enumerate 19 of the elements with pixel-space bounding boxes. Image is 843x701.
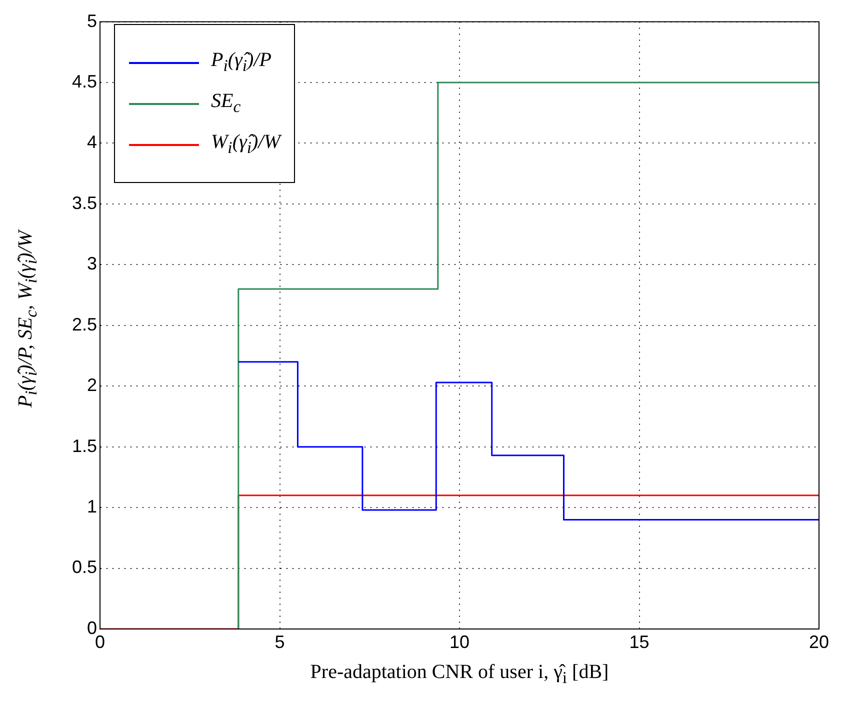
x-tick-label: 15 [629,632,650,652]
x-tick-label: 20 [808,632,830,652]
y-tick-label: 1 [86,496,97,517]
x-axis-title: Pre-adaptation CNR of user i, γ̂$_{i}$ [dB] [310,661,609,688]
legend-label: W$_{i}$(γ̂$_{i}$)/W [211,131,280,158]
y-tick-label: 5 [86,10,97,31]
y-tick-label: 3 [86,254,97,274]
legend-label: P$_{i}$(γ̂$_{i}$)/P [211,49,272,76]
y-tick-label: 0 [86,618,97,638]
y-tick-label: 0.5 [72,557,97,578]
x-tick-label: 10 [449,632,470,652]
y-tick-label: 1.5 [72,436,97,456]
y-tick-label: 2.5 [72,314,97,334]
y-tick-label: 2 [86,375,97,396]
x-tick-label: 5 [274,632,285,652]
y-tick-label: 4 [86,132,97,152]
y-tick-label: 4.5 [72,71,97,92]
legend-label: SE$_{c}$ [211,90,241,117]
y-tick-label: 3.5 [72,192,97,213]
